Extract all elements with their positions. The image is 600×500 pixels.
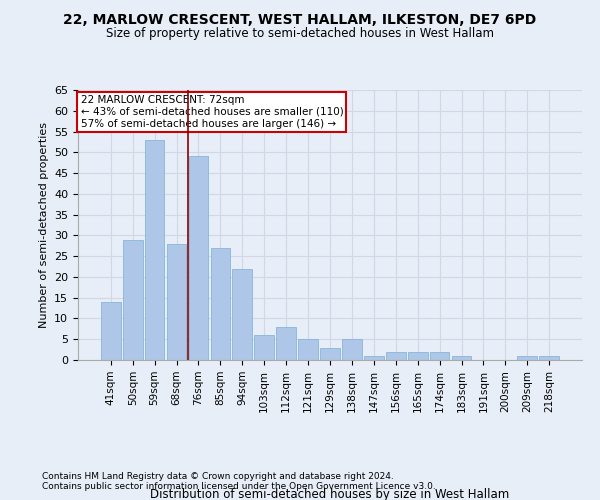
Bar (539, 356, 559, 360)
Text: 22 MARLOW CRESCENT: 72sqm
← 43% of semi-detached houses are smaller (110)
57% of: 22 MARLOW CRESCENT: 72sqm ← 43% of semi-… (80, 96, 343, 128)
X-axis label: Distribution of semi-detached houses by size in West Hallam: Distribution of semi-detached houses by … (151, 488, 509, 500)
Bar (364, 356, 384, 360)
Bar (101, 302, 121, 360)
Bar (123, 240, 143, 360)
Bar (517, 356, 537, 360)
Bar (232, 268, 252, 360)
Bar (276, 327, 296, 360)
Bar (386, 352, 406, 360)
Bar (145, 140, 164, 360)
Bar (408, 352, 428, 360)
Bar (211, 248, 230, 360)
Bar (342, 339, 362, 360)
Text: Contains public sector information licensed under the Open Government Licence v3: Contains public sector information licen… (42, 482, 436, 491)
Bar (167, 244, 187, 360)
Bar (254, 335, 274, 360)
Text: 22, MARLOW CRESCENT, WEST HALLAM, ILKESTON, DE7 6PD: 22, MARLOW CRESCENT, WEST HALLAM, ILKEST… (64, 12, 536, 26)
Y-axis label: Number of semi-detached properties: Number of semi-detached properties (38, 122, 49, 328)
Bar (430, 352, 449, 360)
Text: Contains HM Land Registry data © Crown copyright and database right 2024.: Contains HM Land Registry data © Crown c… (42, 472, 394, 481)
Bar (298, 339, 318, 360)
Bar (188, 156, 208, 360)
Bar (320, 348, 340, 360)
Text: Size of property relative to semi-detached houses in West Hallam: Size of property relative to semi-detach… (106, 28, 494, 40)
Bar (452, 356, 472, 360)
